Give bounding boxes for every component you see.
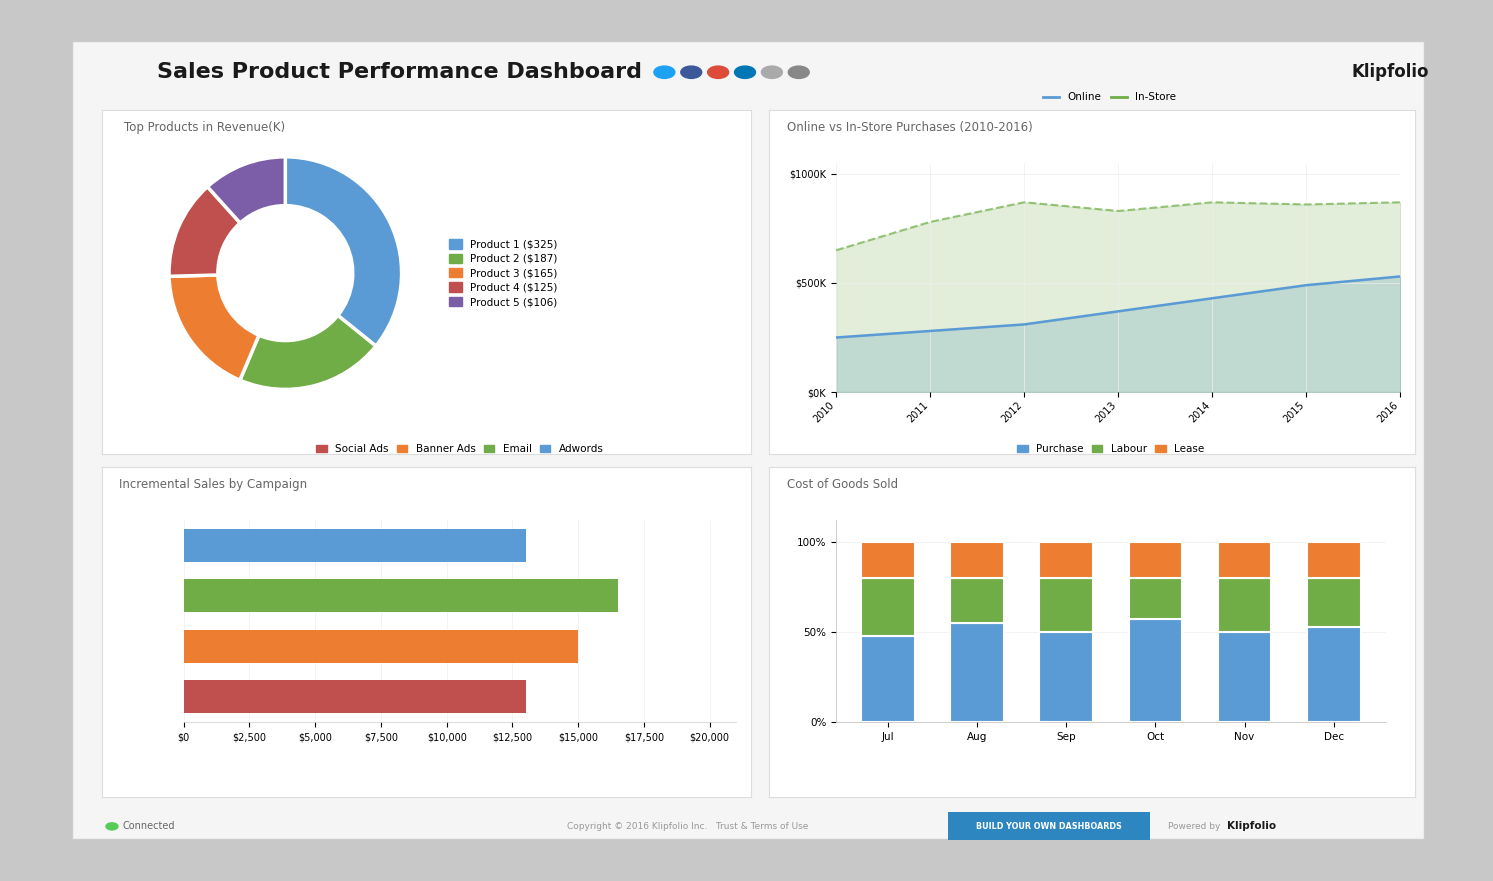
Legend: Purchase, Labour, Lease: Purchase, Labour, Lease [1014, 440, 1208, 458]
Wedge shape [169, 275, 258, 381]
Bar [1129, 619, 1182, 722]
Bar [184, 529, 526, 562]
Bar [861, 635, 915, 722]
Bar [950, 542, 1003, 578]
Bar [950, 578, 1003, 623]
Text: Klipfolio: Klipfolio [1351, 63, 1429, 81]
Bar [184, 580, 618, 612]
Bar [1218, 542, 1272, 578]
Text: Sales Product Performance Dashboard: Sales Product Performance Dashboard [157, 63, 642, 82]
Legend: Social Ads, Banner Ads, Email, Adwords: Social Ads, Banner Ads, Email, Adwords [312, 440, 608, 458]
Text: Klipfolio: Klipfolio [1227, 821, 1277, 832]
Bar [1039, 578, 1093, 632]
Bar [1039, 542, 1093, 578]
Bar [1129, 578, 1182, 619]
Legend: Product 1 ($325), Product 2 ($187), Product 3 ($165), Product 4 ($125), Product : Product 1 ($325), Product 2 ($187), Prod… [445, 235, 561, 311]
Bar [1218, 632, 1272, 722]
Bar [1306, 578, 1360, 626]
Text: Copyright © 2016 Klipfolio Inc.   Trust & Terms of Use: Copyright © 2016 Klipfolio Inc. Trust & … [567, 822, 809, 831]
Bar [1218, 578, 1272, 632]
Bar [861, 578, 915, 635]
Bar [950, 623, 1003, 722]
Text: Incremental Sales by Campaign: Incremental Sales by Campaign [119, 478, 308, 491]
Legend: Online, In-Store: Online, In-Store [1039, 88, 1181, 107]
Wedge shape [208, 157, 285, 223]
Bar [861, 542, 915, 578]
Text: Top Products in Revenue(K): Top Products in Revenue(K) [124, 121, 285, 134]
Text: BUILD YOUR OWN DASHBOARDS: BUILD YOUR OWN DASHBOARDS [976, 822, 1121, 831]
Text: Powered by: Powered by [1168, 822, 1220, 831]
Bar [1306, 626, 1360, 722]
Bar [1039, 632, 1093, 722]
Text: Connected: Connected [122, 821, 175, 832]
Text: Cost of Goods Sold: Cost of Goods Sold [787, 478, 897, 491]
Bar [1306, 542, 1360, 578]
Bar [184, 680, 526, 714]
Wedge shape [240, 315, 376, 389]
Bar [184, 630, 578, 663]
Wedge shape [285, 157, 402, 346]
Bar [1129, 542, 1182, 578]
Text: Online vs In-Store Purchases (2010-2016): Online vs In-Store Purchases (2010-2016) [787, 121, 1033, 134]
Wedge shape [169, 187, 240, 277]
